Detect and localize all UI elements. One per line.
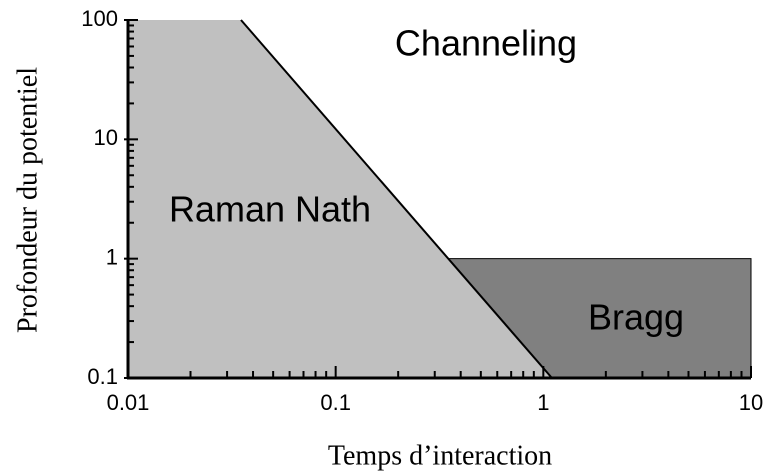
y-tick-label: 1 bbox=[106, 244, 118, 269]
y-axis-label: Profondeur du potentiel bbox=[12, 67, 43, 333]
x-tick-label: 0.1 bbox=[320, 390, 351, 415]
region bbox=[128, 20, 552, 378]
y-tick-label: 0.1 bbox=[87, 364, 118, 389]
region bbox=[240, 20, 751, 259]
region-label: Channeling bbox=[395, 23, 577, 64]
x-axis-label: Temps d’interaction bbox=[328, 440, 552, 471]
boundary-line bbox=[240, 19, 553, 379]
y-tick-label: 100 bbox=[81, 6, 118, 31]
x-tick-label: 0.01 bbox=[107, 390, 150, 415]
region-label: Bragg bbox=[588, 297, 684, 338]
region-edge bbox=[448, 258, 752, 378]
x-tick-label: 1 bbox=[537, 390, 549, 415]
region-label: Raman Nath bbox=[169, 189, 371, 230]
x-tick-label: 10 bbox=[739, 390, 763, 415]
region bbox=[448, 258, 751, 378]
y-tick-label: 10 bbox=[94, 125, 118, 150]
